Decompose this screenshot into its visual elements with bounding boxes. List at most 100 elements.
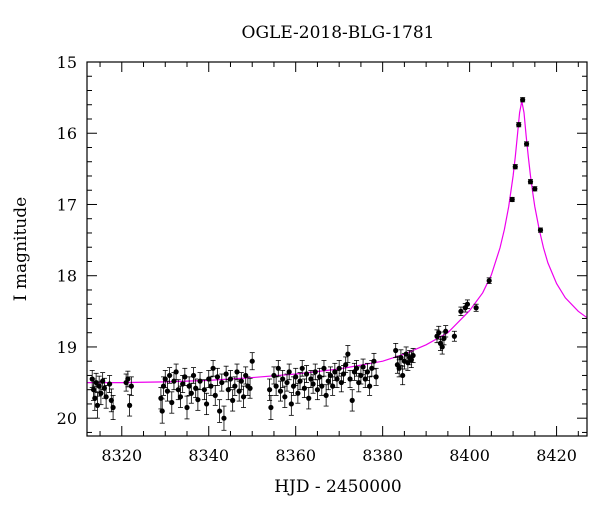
data-point <box>173 363 179 381</box>
y-tick-label: 16 <box>57 124 77 143</box>
data-marker <box>408 357 414 363</box>
data-point <box>275 360 281 377</box>
data-point <box>334 370 340 388</box>
data-point <box>473 303 479 312</box>
data-marker <box>275 365 281 371</box>
data-point <box>232 376 238 396</box>
data-point <box>532 186 538 192</box>
data-point <box>288 392 294 416</box>
data-point <box>203 392 210 416</box>
data-point <box>310 374 316 394</box>
data-marker <box>396 365 402 371</box>
data-marker <box>523 141 530 147</box>
data-marker <box>193 385 199 391</box>
data-point <box>197 372 203 391</box>
data-marker <box>110 404 116 411</box>
data-point <box>393 342 399 359</box>
data-marker <box>436 330 442 336</box>
chart-title: OGLE-2018-BLG-1781 <box>242 23 435 43</box>
data-point <box>360 358 366 376</box>
data-marker <box>360 364 366 370</box>
data-point <box>509 196 515 203</box>
data-point <box>128 376 134 396</box>
data-marker <box>439 344 445 350</box>
data-point <box>221 405 227 431</box>
data-marker <box>195 397 201 403</box>
data-point <box>182 367 188 386</box>
data-marker <box>208 383 214 389</box>
data-point <box>349 389 355 412</box>
data-marker <box>96 383 102 389</box>
data-point <box>321 360 327 377</box>
data-marker <box>249 358 255 364</box>
data-marker <box>325 378 331 384</box>
data-marker <box>410 352 416 359</box>
data-marker <box>293 374 299 380</box>
data-marker <box>225 387 231 393</box>
data-marker <box>303 371 310 377</box>
data-point <box>190 367 197 384</box>
data-marker <box>358 372 364 379</box>
data-point <box>238 372 244 391</box>
data-marker <box>403 351 409 357</box>
data-marker <box>297 378 303 384</box>
data-point <box>332 362 338 381</box>
data-marker <box>321 365 327 371</box>
data-marker <box>101 385 107 391</box>
data-marker <box>240 394 247 400</box>
data-point <box>158 387 164 410</box>
data-point <box>537 227 544 233</box>
data-point <box>94 392 101 419</box>
data-marker <box>369 365 375 371</box>
data-point <box>284 373 290 392</box>
data-point <box>201 379 207 401</box>
data-marker <box>103 394 109 400</box>
data-point <box>208 376 214 396</box>
data-marker <box>353 365 360 371</box>
data-marker <box>227 376 234 382</box>
data-marker <box>520 97 526 103</box>
data-marker <box>336 365 342 371</box>
data-marker <box>159 408 165 414</box>
data-marker <box>330 383 336 389</box>
data-marker <box>323 392 329 398</box>
data-marker <box>173 369 179 375</box>
data-point <box>299 360 305 377</box>
data-point <box>369 360 375 377</box>
data-marker <box>373 374 379 380</box>
data-point <box>512 164 518 170</box>
data-marker <box>162 376 168 382</box>
data-marker <box>537 227 544 233</box>
data-marker <box>234 369 240 375</box>
data-point <box>169 391 175 414</box>
data-point <box>210 360 216 377</box>
data-marker <box>512 164 518 170</box>
y-tick-label: 17 <box>57 195 77 214</box>
data-marker <box>127 402 133 408</box>
data-marker <box>290 383 297 389</box>
data-point <box>127 394 133 417</box>
data-marker <box>367 383 373 389</box>
data-marker <box>184 404 190 411</box>
data-marker <box>197 378 203 384</box>
data-point <box>110 394 116 421</box>
data-marker <box>108 397 114 403</box>
data-marker <box>128 383 134 389</box>
data-point <box>100 372 106 391</box>
data-marker <box>247 385 253 391</box>
data-point <box>249 352 255 371</box>
data-point <box>398 349 404 366</box>
data-marker <box>400 372 406 379</box>
data-marker <box>186 383 192 389</box>
data-marker <box>167 372 173 379</box>
data-marker <box>94 402 101 408</box>
data-marker <box>232 383 238 389</box>
data-marker <box>314 387 321 393</box>
data-point <box>217 399 223 423</box>
data-marker <box>364 369 371 375</box>
data-point <box>303 365 310 383</box>
data-point <box>486 277 492 284</box>
data-point <box>520 97 526 103</box>
data-marker <box>206 376 212 382</box>
